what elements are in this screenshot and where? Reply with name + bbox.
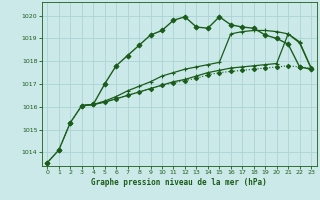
X-axis label: Graphe pression niveau de la mer (hPa): Graphe pression niveau de la mer (hPa) <box>91 178 267 187</box>
